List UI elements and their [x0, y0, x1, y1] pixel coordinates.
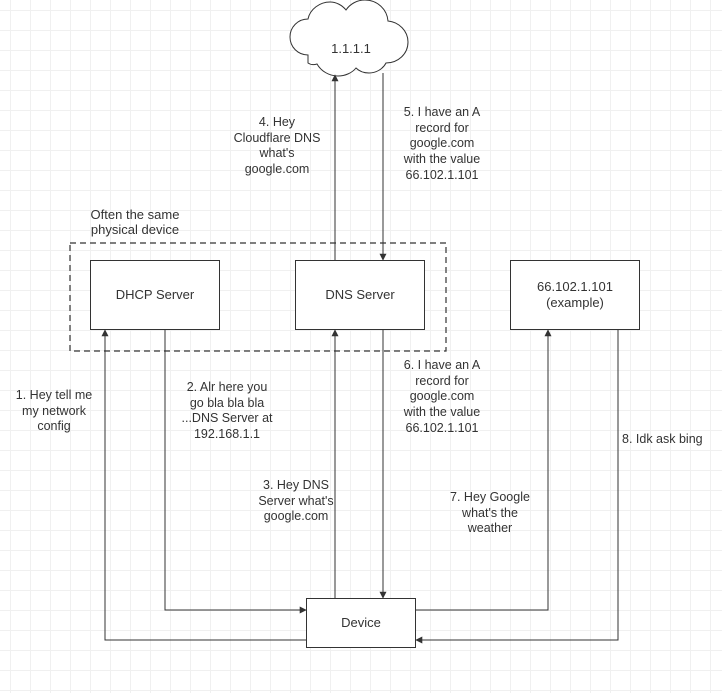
group-label: Often the same physical device [70, 207, 200, 237]
edge-7-label: 7. Hey Google what's the weather [440, 490, 540, 537]
edge-1-label: 1. Hey tell me my network config [8, 388, 100, 435]
edge-2-label: 2. Alr here you go bla bla bla ...DNS Se… [172, 380, 282, 443]
device-node: Device [306, 598, 416, 648]
edge-6-label: 6. I have an A record for google.com wit… [392, 358, 492, 436]
edge-3-label: 3. Hey DNS Server what's google.com [251, 478, 341, 525]
cloud-label: 1.1.1.1 [311, 41, 391, 56]
svg-overlay [0, 0, 722, 693]
cloud-node [290, 0, 408, 76]
edge-5-label: 5. I have an A record for google.com wit… [392, 105, 492, 183]
diagram-canvas: 1.1.1.1 Often the same physical device D… [0, 0, 722, 693]
google-server-node: 66.102.1.101 (example) [510, 260, 640, 330]
edge-8-label: 8. Idk ask bing [622, 432, 718, 448]
edge-2 [165, 330, 306, 610]
dhcp-server-node: DHCP Server [90, 260, 220, 330]
edge-4-label: 4. Hey Cloudflare DNS what's google.com [227, 115, 327, 178]
dns-server-node: DNS Server [295, 260, 425, 330]
